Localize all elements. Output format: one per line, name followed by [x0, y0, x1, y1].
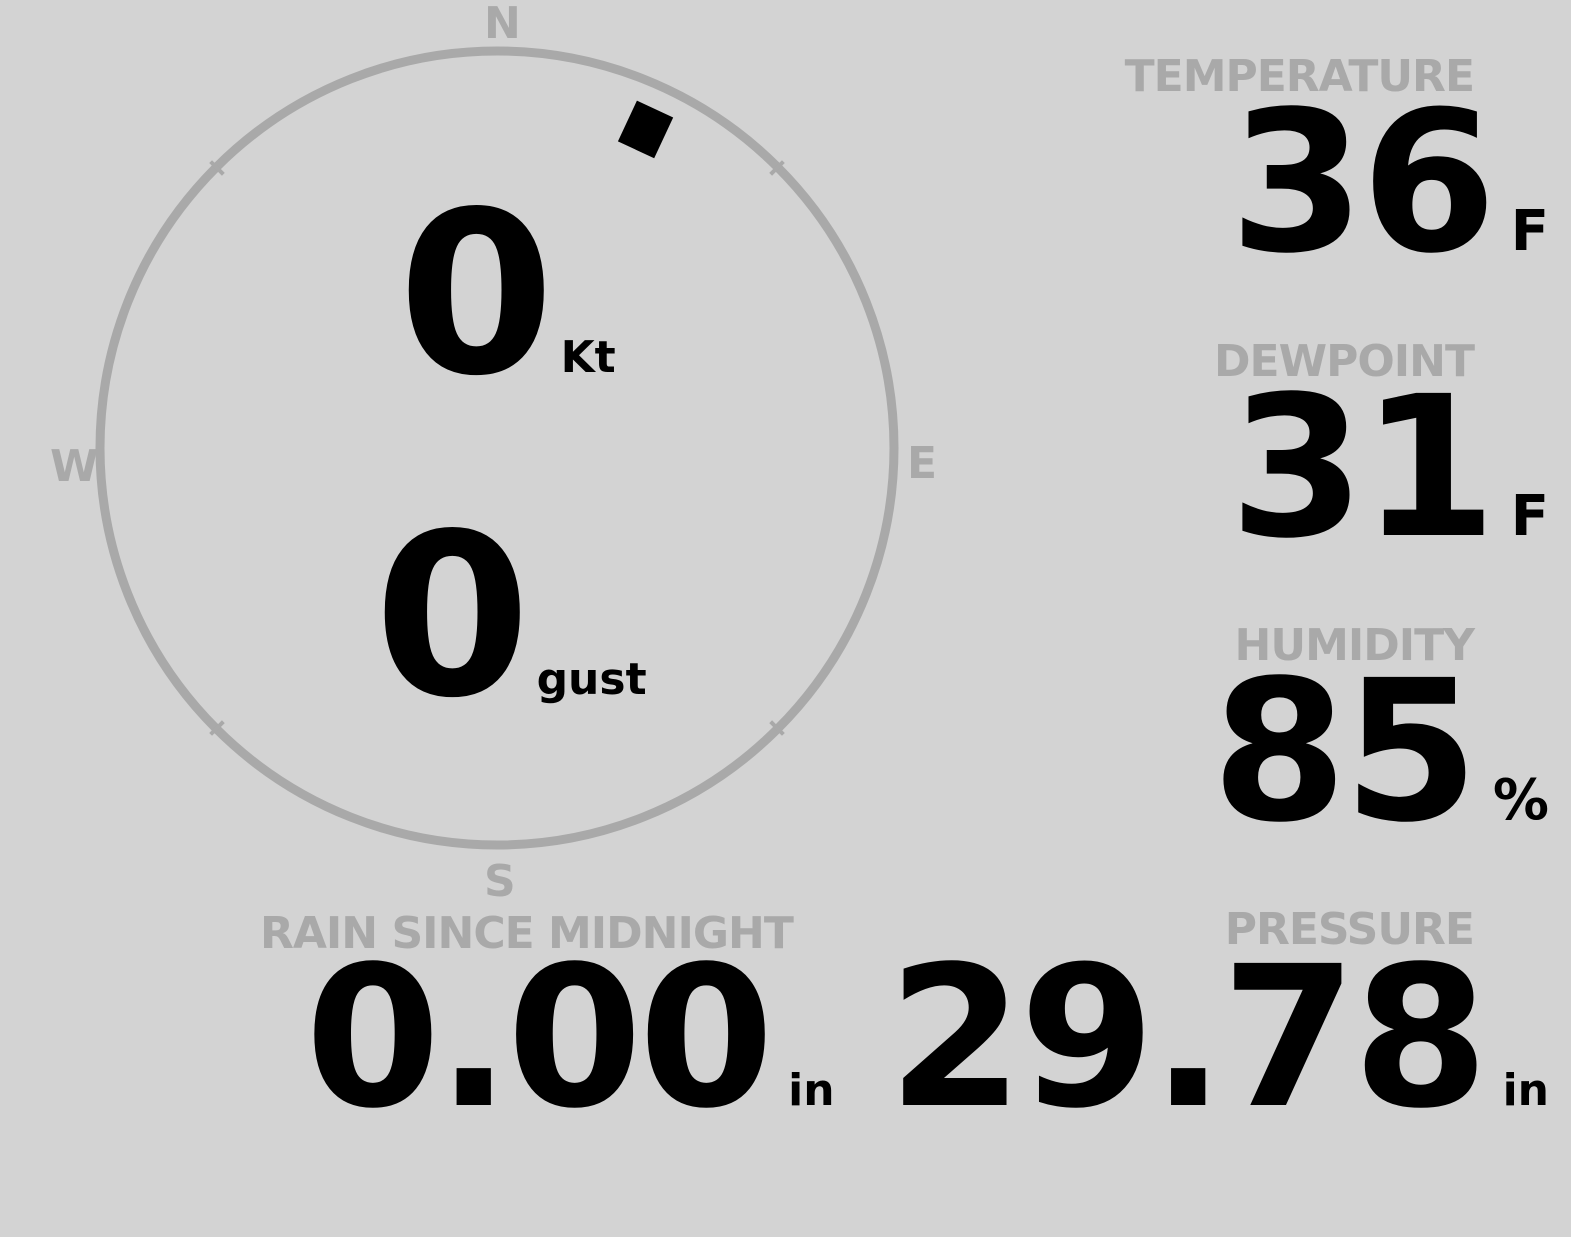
compass-ring	[95, 46, 899, 850]
dewpoint-unit: F	[1510, 484, 1549, 549]
temperature-row: 36 F	[1229, 69, 1549, 296]
wind-gust-value: 0	[374, 486, 531, 748]
wind-gust-unit: gust	[536, 654, 647, 705]
humidity-row: 85 %	[1211, 638, 1549, 865]
compass-tick	[209, 720, 225, 736]
pressure-unit: in	[1502, 1065, 1549, 1116]
wind-speed-unit: Kt	[560, 332, 616, 383]
temperature-label: TEMPERATURE	[1124, 51, 1475, 102]
dewpoint-row: 31 F	[1229, 354, 1549, 581]
wind-compass	[95, 46, 899, 850]
cardinal-s: S	[484, 856, 516, 907]
wind-speed-value: 0	[398, 164, 555, 426]
cardinal-w: W	[50, 441, 99, 492]
cardinal-e: E	[907, 438, 938, 489]
wind-direction-marker	[617, 100, 674, 159]
wind-gust-row: 0 gust	[374, 486, 647, 748]
humidity-value: 85	[1211, 638, 1479, 865]
humidity-unit: %	[1492, 768, 1549, 833]
dewpoint-label: DEWPOINT	[1214, 336, 1475, 387]
compass-ticks	[209, 160, 785, 736]
compass-tick	[769, 720, 785, 736]
dewpoint-value: 31	[1229, 354, 1496, 581]
rain-value: 0.00	[305, 924, 774, 1151]
rain-unit: in	[788, 1065, 835, 1116]
compass-tick	[209, 160, 225, 176]
rain-label: RAIN SINCE MIDNIGHT	[260, 908, 794, 959]
pressure-label: PRESSURE	[1224, 904, 1475, 955]
cardinal-n: N	[484, 0, 521, 49]
temperature-value: 36	[1229, 69, 1496, 296]
temperature-unit: F	[1510, 199, 1549, 264]
pressure-value: 29.78	[887, 924, 1489, 1151]
humidity-label: HUMIDITY	[1234, 620, 1475, 671]
rain-row: 0.00 in	[305, 924, 835, 1151]
wind-speed-row: 0 Kt	[398, 164, 616, 426]
pressure-row: 29.78 in	[887, 924, 1549, 1151]
compass-tick	[769, 160, 785, 176]
